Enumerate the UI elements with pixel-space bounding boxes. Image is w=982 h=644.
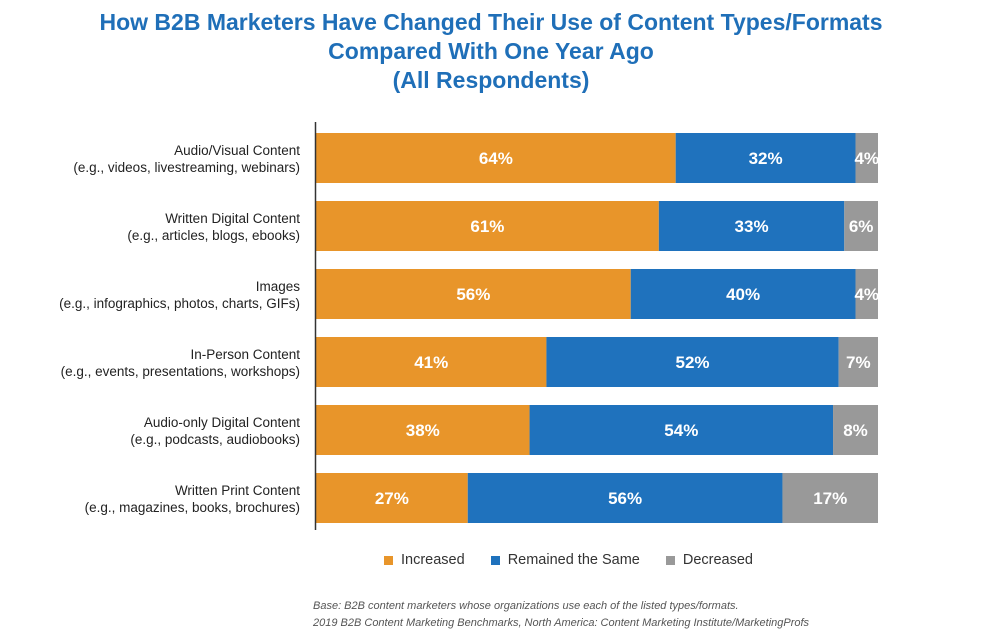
legend-item-same: Remained the Same	[490, 552, 640, 568]
bar-segment-increased	[316, 473, 468, 523]
chart-title-line-1: How B2B Marketers Have Changed Their Use…	[99, 9, 883, 35]
bar-segment-decreased	[833, 405, 878, 455]
legend-swatch-increased	[384, 555, 393, 565]
data-label-same: 56%	[608, 489, 642, 508]
bar-segment-same	[546, 337, 839, 387]
data-label-increased: 61%	[470, 217, 504, 236]
footnote: Base: B2B content marketers whose organi…	[313, 598, 809, 632]
bar-segment-increased	[316, 201, 659, 251]
data-label-increased: 38%	[406, 421, 440, 440]
legend-swatch-same	[490, 555, 500, 565]
bar-segment-decreased	[855, 133, 878, 183]
data-label-increased: 27%	[375, 489, 409, 508]
legend-item-decreased: Decreased	[665, 552, 753, 568]
bar-segment-same	[630, 269, 856, 319]
bar-segment-increased	[316, 133, 676, 183]
bar-segment-decreased	[782, 473, 878, 523]
bar-segment-increased	[316, 269, 631, 319]
chart-legend: Increased Remained the Same Decreased	[384, 552, 779, 568]
bar-segment-decreased	[844, 201, 878, 251]
data-label-same: 52%	[676, 353, 710, 372]
data-label-same: 33%	[735, 217, 769, 236]
category-label: Written Print Content (e.g., magazines, b…	[85, 483, 301, 515]
legend-label-same: Remained the Same	[507, 552, 640, 568]
bar-segment-same	[658, 201, 845, 251]
bar-segment-same	[467, 473, 783, 523]
chart-title-line-3: (All Respondents)	[392, 67, 590, 93]
chart-title-line-2: Compared With One Year Ago	[328, 38, 654, 64]
category-label: In-Person Content (e.g., events, presenta…	[61, 347, 301, 379]
bar-segment-increased	[316, 337, 547, 387]
data-label-decreased: 7%	[846, 353, 871, 372]
legend-item-increased: Increased	[384, 552, 465, 568]
data-label-same: 32%	[749, 149, 783, 168]
footnote-base: Base: B2B content marketers whose organi…	[313, 600, 739, 612]
bar-segment-decreased	[838, 337, 878, 387]
data-label-same: 54%	[664, 421, 698, 440]
data-label-increased: 56%	[456, 285, 490, 304]
legend-label-decreased: Decreased	[682, 552, 753, 568]
footnote-source: 2019 B2B Content Marketing Benchmarks, N…	[313, 617, 810, 629]
category-label: Audio-only Digital Content (e.g., podcast…	[130, 415, 300, 447]
legend-swatch-decreased	[665, 555, 675, 565]
data-label-decreased: 4%	[854, 149, 879, 168]
bar-segment-increased	[316, 405, 530, 455]
data-label-increased: 64%	[479, 149, 513, 168]
bar-segment-same	[675, 133, 856, 183]
data-label-increased: 41%	[414, 353, 448, 372]
chart-title: How B2B Marketers Have Changed Their Use…	[0, 8, 982, 95]
category-label: Audio/Visual Content (e.g., videos, lives…	[73, 143, 300, 175]
data-label-decreased: 8%	[843, 421, 868, 440]
bar-segment-same	[529, 405, 834, 455]
data-label-decreased: 6%	[849, 217, 874, 236]
data-label-decreased: 17%	[813, 489, 847, 508]
category-label: Images (e.g., infographics, photos, chart…	[59, 279, 300, 311]
category-label: Written Digital Content (e.g., articles, …	[127, 211, 300, 243]
stacked-bar-chart: Audio/Visual Content (e.g., videos, lives…	[59, 122, 879, 530]
data-label-decreased: 4%	[854, 285, 879, 304]
data-label-same: 40%	[726, 285, 760, 304]
bar-segment-decreased	[855, 269, 878, 319]
legend-label-increased: Increased	[401, 552, 465, 568]
